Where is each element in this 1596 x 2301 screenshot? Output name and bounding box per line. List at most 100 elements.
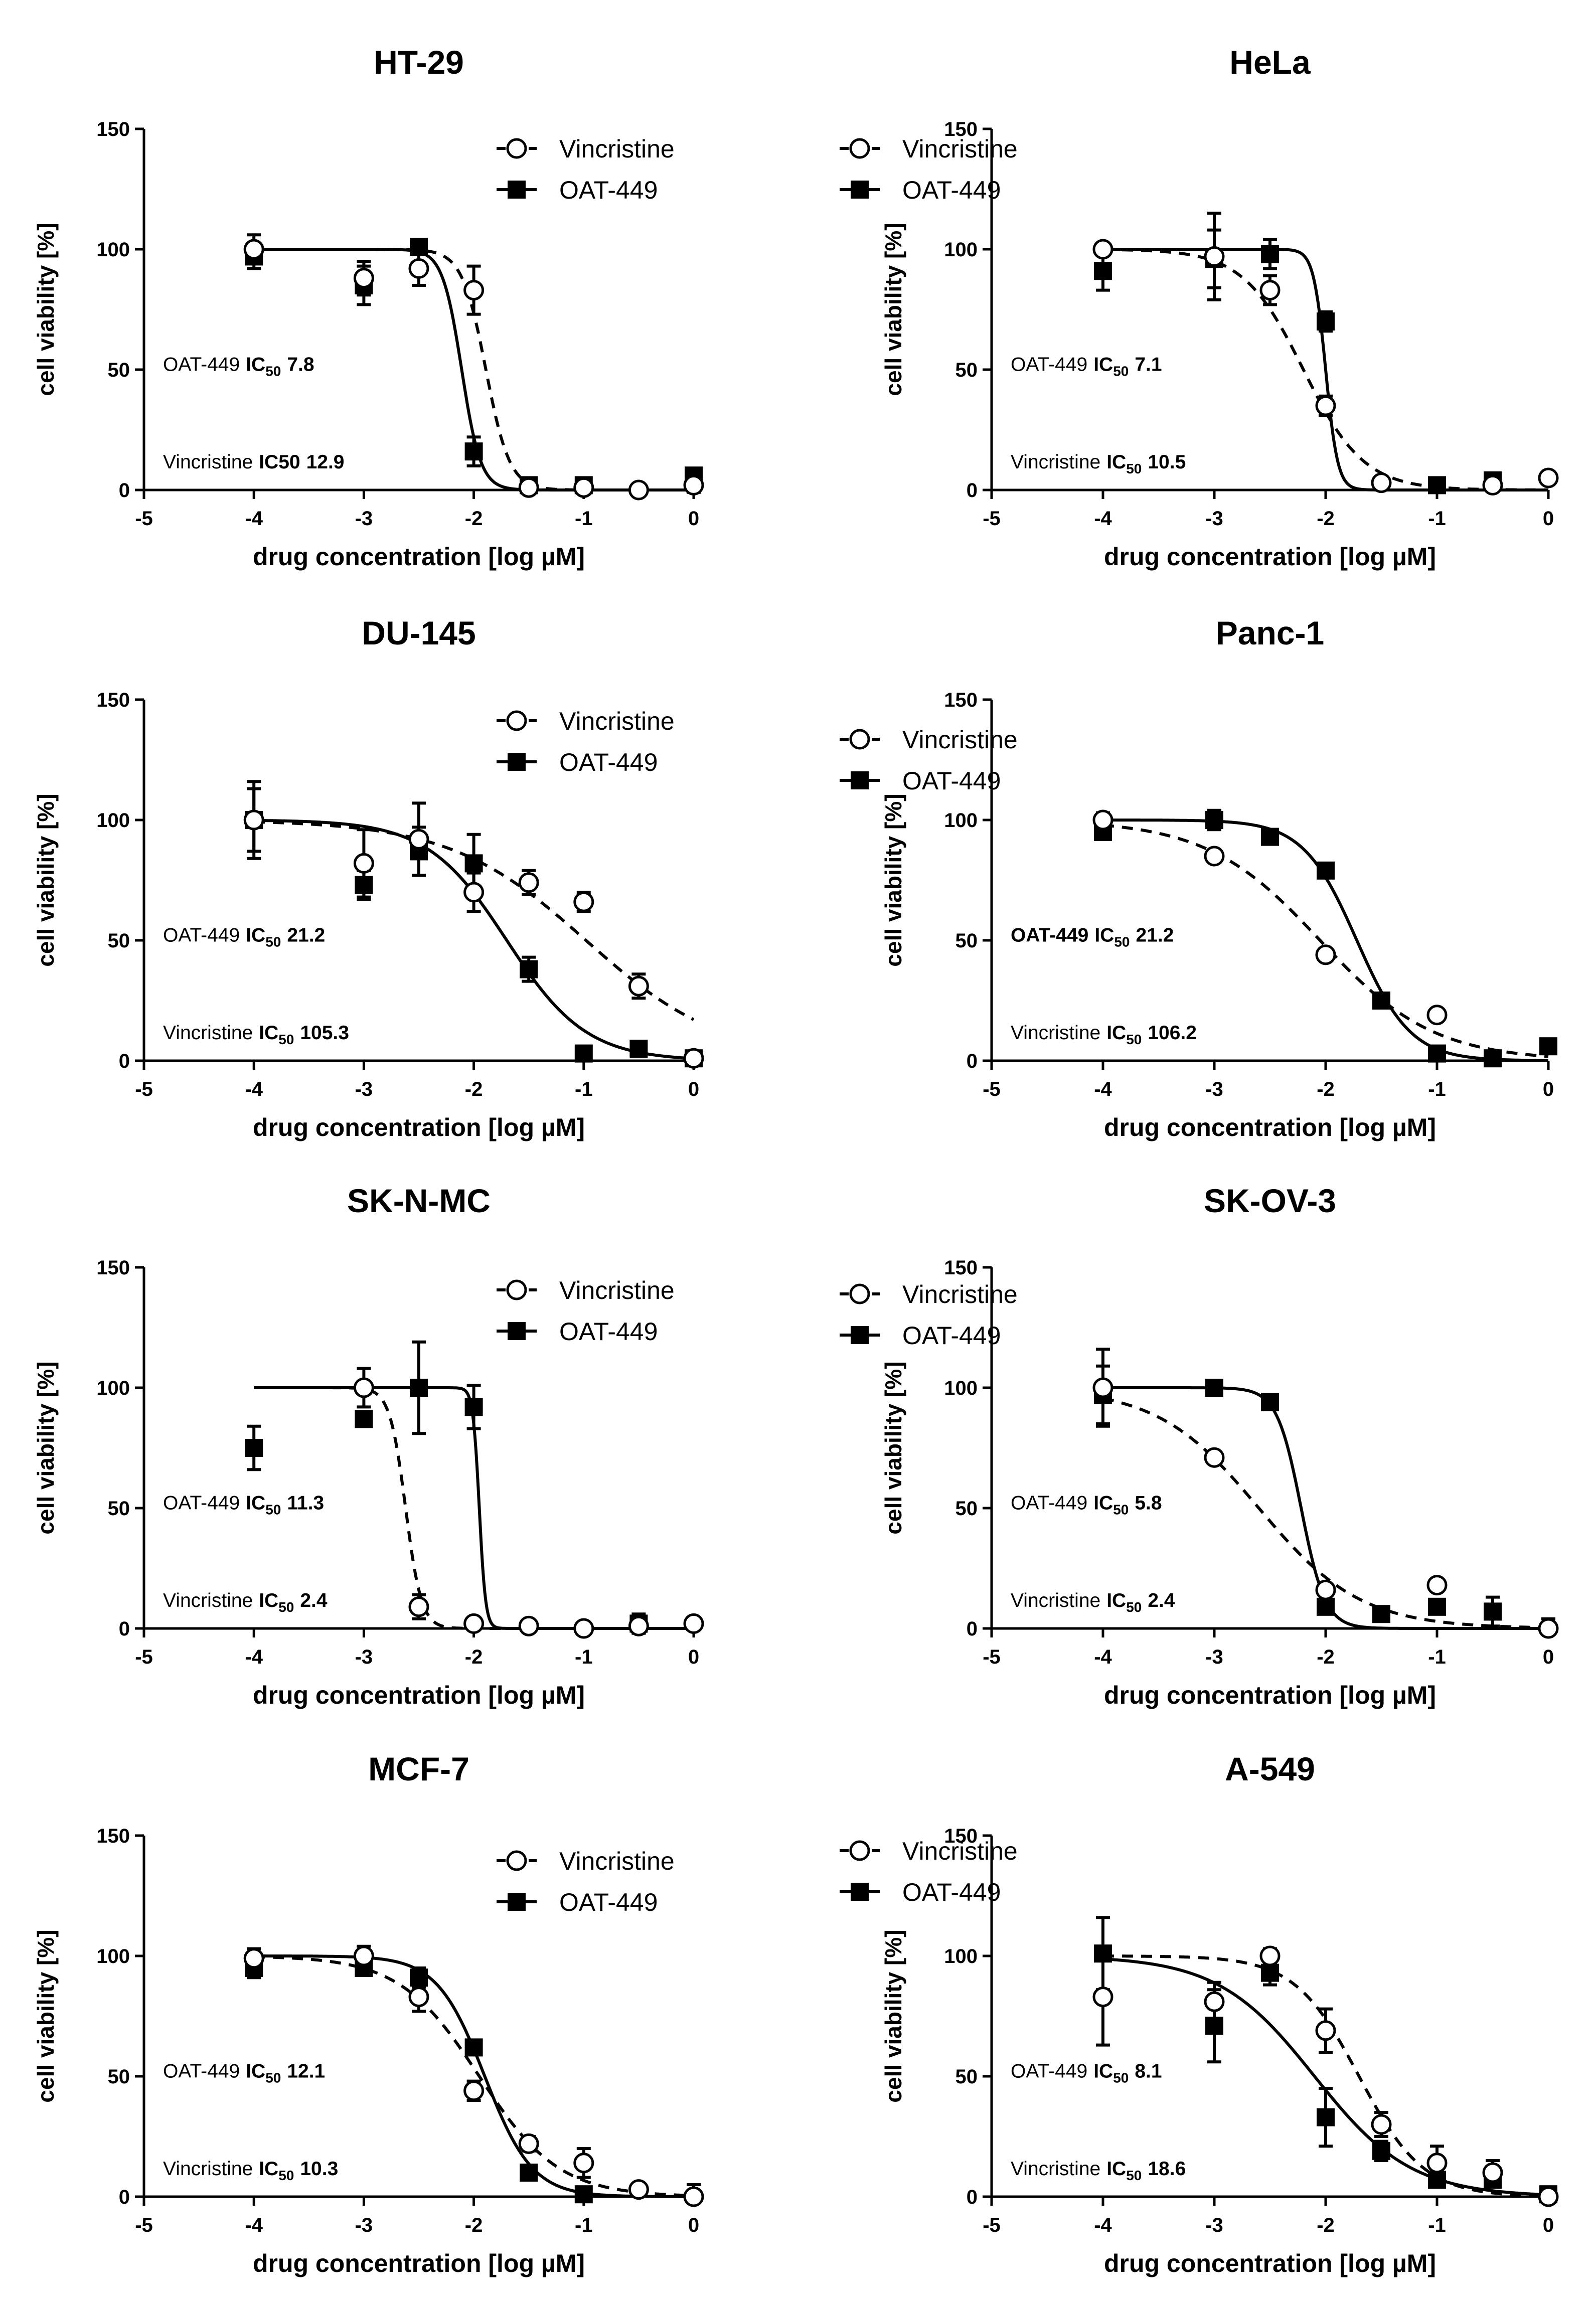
ic50-annotation: Vincristine IC50 10.5	[1011, 451, 1186, 476]
data-point-vincristine	[683, 2186, 704, 2207]
y-tick-label: 50	[108, 2066, 130, 2088]
data-point-vincristine	[628, 479, 649, 501]
data-point-oat449	[464, 442, 483, 461]
ic50-subscript: 50	[1113, 1502, 1129, 1517]
ic50-drug-label: OAT-449	[163, 1492, 240, 1514]
y-tick-label: 150	[944, 118, 978, 140]
legend-marker-oat449	[851, 1883, 869, 1901]
ic50-annotation: OAT-449 IC50 8.1	[1011, 2060, 1162, 2085]
data-point-vincristine	[1092, 809, 1113, 831]
ic50-annotation: OAT-449 IC50 12.1	[163, 2060, 325, 2085]
data-point-vincristine	[1538, 1618, 1559, 1639]
ic50-subscript: 50	[1114, 934, 1130, 949]
data-point-vincristine	[518, 2133, 539, 2154]
data-point-oat449	[1094, 262, 1112, 280]
data-point-vincristine	[1092, 1987, 1113, 2008]
x-tick-label: -5	[135, 2214, 153, 2236]
data-point-vincristine	[1371, 2114, 1392, 2135]
fit-curve-vincristine	[1102, 1397, 1549, 1629]
ic50-value: 2.4	[1148, 1590, 1175, 1611]
ic50-value: 11.3	[287, 1492, 324, 1514]
data-point-oat449	[464, 854, 483, 873]
x-tick-label: 0	[688, 508, 699, 530]
ic50-value: 105.3	[300, 1022, 349, 1044]
chart-title: DU-145	[362, 614, 475, 651]
legend-label-vincristine: Vincristine	[559, 1847, 675, 1875]
x-tick-label: -3	[355, 2214, 373, 2236]
ic50-subscript: 50	[278, 1599, 294, 1615]
legend-marker-oat449	[851, 1326, 869, 1344]
data-point-vincristine	[1092, 239, 1113, 260]
x-tick-label: -2	[1317, 1078, 1335, 1100]
x-tick-label: -2	[1317, 2214, 1335, 2236]
data-point-oat449	[1428, 1597, 1446, 1616]
ic50-drug-label: OAT-449	[163, 924, 240, 946]
x-tick-label: -5	[983, 508, 1001, 530]
data-point-vincristine	[573, 891, 594, 912]
ic50-drug-label: OAT-449	[163, 2060, 240, 2082]
data-point-vincristine	[1315, 2020, 1336, 2041]
ic50-symbol: IC	[1093, 354, 1113, 375]
fit-curve-oat449	[1103, 248, 1548, 491]
data-point-vincristine	[1259, 280, 1281, 301]
data-point-oat449	[1484, 1602, 1502, 1621]
chart-panel: SK-N-MC 0 50 100 150 -5 -4 -3 -2 -1 0 drug concentr…	[33, 1182, 704, 1709]
data-point-vincristine	[463, 2080, 485, 2101]
legend-marker-vincristine	[506, 138, 527, 159]
legend-marker-oat449	[508, 1322, 526, 1340]
legend-marker-vincristine	[849, 729, 870, 750]
legend: Vincristine OAT-449	[497, 135, 675, 204]
y-tick-label: 100	[944, 239, 978, 261]
data-point-oat449	[1428, 1044, 1446, 1063]
x-axis-label: drug concentration [log µM]	[253, 1113, 585, 1141]
ic50-symbol: IC	[259, 1022, 278, 1044]
data-point-vincristine	[1482, 474, 1503, 496]
legend-label-oat449: OAT-449	[559, 176, 658, 204]
ic50-drug-label: OAT-449	[1011, 924, 1088, 946]
x-tick-label: -1	[575, 508, 593, 530]
x-tick-label: -5	[983, 2214, 1001, 2236]
data-point-vincristine	[353, 1377, 374, 1398]
chart-title: SK-OV-3	[1204, 1182, 1336, 1219]
ic50-symbol: IC	[259, 2158, 278, 2180]
x-tick-label: -3	[1205, 2214, 1223, 2236]
legend-marker-oat449	[508, 753, 526, 771]
ic50-symbol: IC	[1093, 2060, 1113, 2082]
chart-title: MCF-7	[368, 1750, 469, 1787]
data-point-vincristine	[573, 477, 594, 498]
data-point-vincristine	[1538, 467, 1559, 488]
ic50-drug-label: Vincristine	[1011, 451, 1100, 473]
y-axis-label: cell viability [%]	[880, 1361, 906, 1534]
data-point-vincristine	[1426, 1575, 1448, 1596]
data-point-vincristine	[1204, 246, 1225, 267]
ic50-value: 10.3	[300, 2158, 338, 2180]
ic50-annotation: Vincristine IC50 10.3	[163, 2158, 338, 2183]
chart-title: HeLa	[1229, 44, 1311, 81]
x-tick-label: -1	[1428, 1078, 1446, 1100]
ic50-subscript: 50	[1126, 1032, 1142, 1047]
data-point-oat449	[1372, 1605, 1390, 1623]
x-tick-label: -2	[1317, 1646, 1335, 1668]
data-point-vincristine	[683, 1048, 704, 1069]
data-point-oat449	[1317, 312, 1335, 331]
x-tick-label: -1	[1428, 2214, 1446, 2236]
legend-label-vincristine: Vincristine	[559, 707, 675, 735]
y-tick-label: 0	[967, 2186, 978, 2208]
data-point-vincristine	[683, 1613, 704, 1634]
x-tick-label: -2	[1317, 508, 1335, 530]
data-point-vincristine	[243, 239, 264, 260]
data-point-vincristine	[463, 882, 485, 903]
x-tick-label: -4	[1094, 508, 1112, 530]
fit-curve-vincristine	[254, 820, 695, 1021]
ic50-symbol: IC	[246, 924, 265, 946]
ic50-symbol: IC	[1093, 1492, 1113, 1514]
data-point-oat449	[1261, 1393, 1279, 1411]
data-point-oat449	[1317, 1597, 1335, 1616]
ic50-drug-label: Vincristine	[163, 1590, 253, 1611]
ic50-annotation: OAT-449 IC50 11.3	[163, 1492, 324, 1517]
ic50-symbol: IC	[246, 354, 265, 375]
x-tick-label: -2	[465, 1646, 483, 1668]
data-point-vincristine	[573, 1618, 594, 1639]
y-axis-label: cell viability [%]	[880, 1929, 906, 2102]
